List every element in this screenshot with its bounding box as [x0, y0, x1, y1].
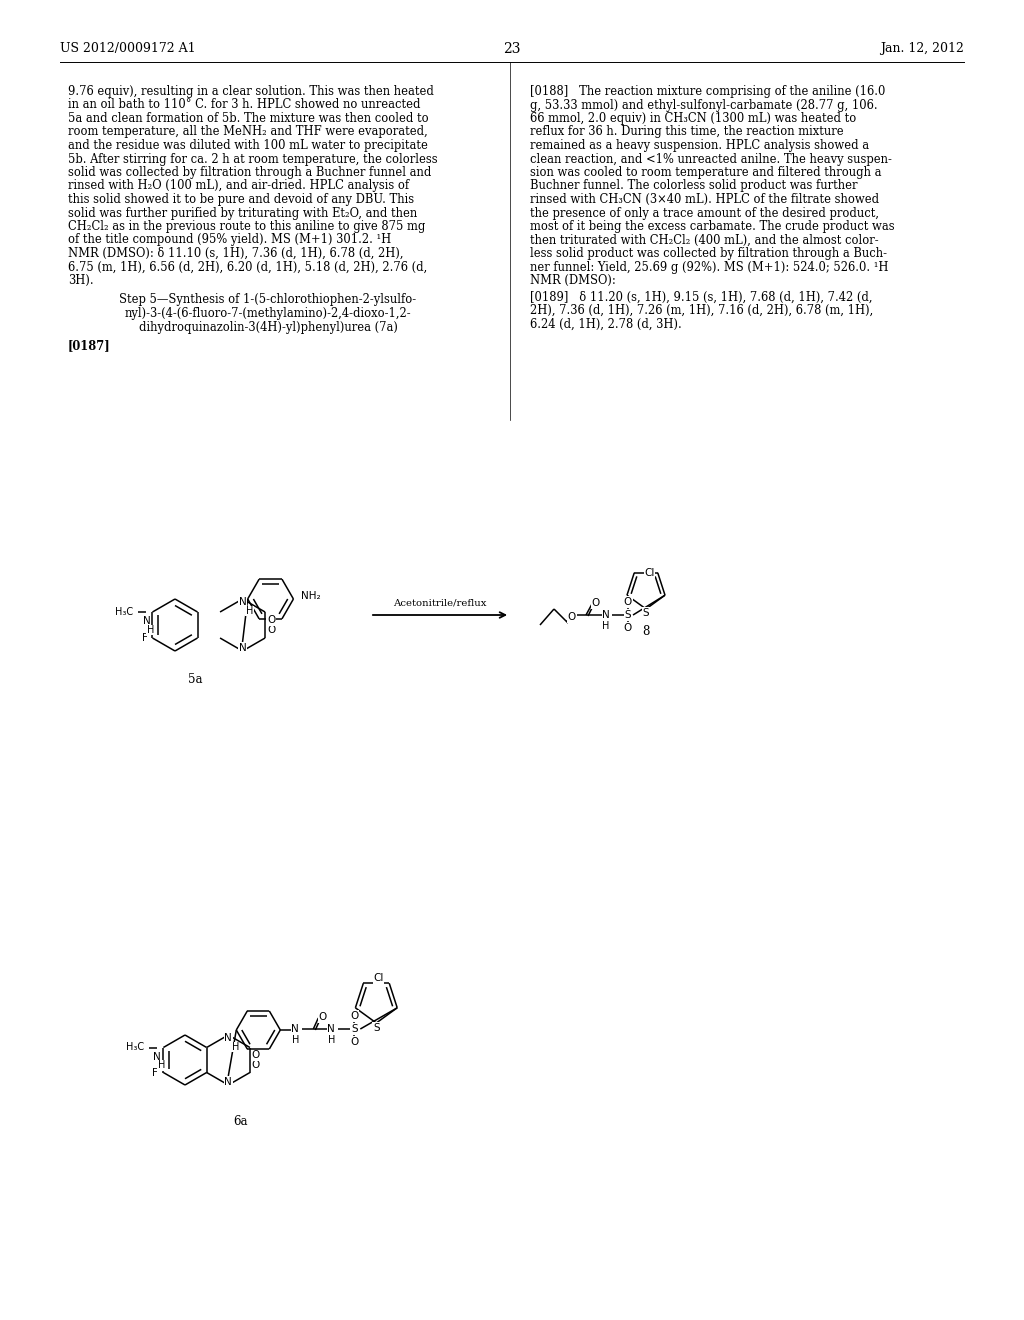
Text: O: O [267, 615, 275, 624]
Text: H₃C: H₃C [116, 607, 133, 616]
Text: S: S [625, 610, 632, 620]
Text: O: O [624, 597, 632, 607]
Text: [0187]: [0187] [68, 339, 111, 352]
Text: Buchner funnel. The colorless solid product was further: Buchner funnel. The colorless solid prod… [530, 180, 857, 193]
Text: and the residue was diluted with 100 mL water to precipitate: and the residue was diluted with 100 mL … [68, 139, 428, 152]
Text: Step 5—Synthesis of 1-(5-chlorothiophen-2-ylsulfo-: Step 5—Synthesis of 1-(5-chlorothiophen-… [120, 293, 417, 306]
Text: 9.76 equiv), resulting in a clear solution. This was then heated: 9.76 equiv), resulting in a clear soluti… [68, 84, 434, 98]
Text: O: O [624, 623, 632, 634]
Text: H: H [602, 620, 609, 631]
Text: 2H), 7.36 (d, 1H), 7.26 (m, 1H), 7.16 (d, 2H), 6.78 (m, 1H),: 2H), 7.36 (d, 1H), 7.26 (m, 1H), 7.16 (d… [530, 304, 873, 317]
Text: [0189]   δ 11.20 (s, 1H), 9.15 (s, 1H), 7.68 (d, 1H), 7.42 (d,: [0189] δ 11.20 (s, 1H), 9.15 (s, 1H), 7.… [530, 290, 872, 304]
Text: H: H [328, 1035, 335, 1045]
Text: this solid showed it to be pure and devoid of any DBU. This: this solid showed it to be pure and devo… [68, 193, 414, 206]
Text: N: N [224, 1034, 232, 1043]
Text: NMR (DMSO): δ 11.10 (s, 1H), 7.36 (d, 1H), 6.78 (d, 2H),: NMR (DMSO): δ 11.10 (s, 1H), 7.36 (d, 1H… [68, 247, 403, 260]
Text: solid was further purified by triturating with Et₂O, and then: solid was further purified by trituratin… [68, 206, 417, 219]
Text: rinsed with CH₃CN (3×40 mL). HPLC of the filtrate showed: rinsed with CH₃CN (3×40 mL). HPLC of the… [530, 193, 880, 206]
Text: dihydroquinazolin-3(4H)-yl)phenyl)urea (7a): dihydroquinazolin-3(4H)-yl)phenyl)urea (… [138, 321, 397, 334]
Text: S: S [373, 1023, 380, 1034]
Text: N: N [602, 610, 610, 620]
Text: NMR (DMSO):: NMR (DMSO): [530, 275, 615, 286]
Text: H: H [246, 606, 253, 616]
Text: 5a and clean formation of 5b. The mixture was then cooled to: 5a and clean formation of 5b. The mixtur… [68, 112, 429, 125]
Text: less solid product was collected by filtration through a Buch-: less solid product was collected by filt… [530, 247, 887, 260]
Text: H: H [292, 1035, 299, 1045]
Text: 6a: 6a [232, 1115, 247, 1129]
Text: nyl)-3-(4-(6-fluoro-7-(methylamino)-2,4-dioxo-1,2-: nyl)-3-(4-(6-fluoro-7-(methylamino)-2,4-… [125, 308, 412, 319]
Text: N: N [239, 597, 247, 607]
Text: O: O [350, 1038, 358, 1047]
Text: ner funnel: Yield, 25.69 g (92%). MS (M+1): 524.0; 526.0. ¹H: ner funnel: Yield, 25.69 g (92%). MS (M+… [530, 260, 889, 273]
Text: Cl: Cl [374, 973, 384, 983]
Text: S: S [643, 609, 649, 618]
Text: H: H [146, 624, 155, 635]
Text: Acetonitrile/reflux: Acetonitrile/reflux [393, 598, 486, 607]
Text: US 2012/0009172 A1: US 2012/0009172 A1 [60, 42, 196, 55]
Text: Jan. 12, 2012: Jan. 12, 2012 [880, 42, 964, 55]
Text: N: N [292, 1024, 299, 1034]
Text: NH₂: NH₂ [301, 591, 322, 601]
Text: S: S [351, 1024, 357, 1034]
Text: 6.24 (d, 1H), 2.78 (d, 3H).: 6.24 (d, 1H), 2.78 (d, 3H). [530, 318, 682, 330]
Text: O: O [267, 624, 275, 635]
Text: H: H [231, 1041, 239, 1052]
Text: g, 53.33 mmol) and ethyl-sulfonyl-carbamate (28.77 g, 106.: g, 53.33 mmol) and ethyl-sulfonyl-carbam… [530, 99, 878, 111]
Text: rinsed with H₂O (100 mL), and air-dried. HPLC analysis of: rinsed with H₂O (100 mL), and air-dried.… [68, 180, 410, 193]
Text: N: N [328, 1024, 335, 1034]
Text: H: H [158, 1060, 165, 1071]
Text: 5a: 5a [187, 673, 203, 686]
Text: N: N [239, 643, 247, 653]
Text: [0188]   The reaction mixture comprising of the aniline (16.0: [0188] The reaction mixture comprising o… [530, 84, 886, 98]
Text: O: O [350, 1011, 358, 1020]
Text: O: O [252, 1060, 260, 1069]
Text: 6.75 (m, 1H), 6.56 (d, 2H), 6.20 (d, 1H), 5.18 (d, 2H), 2.76 (d,: 6.75 (m, 1H), 6.56 (d, 2H), 6.20 (d, 1H)… [68, 260, 427, 273]
Text: N: N [142, 616, 151, 626]
Text: clean reaction, and <1% unreacted anilne. The heavy suspen-: clean reaction, and <1% unreacted anilne… [530, 153, 892, 165]
Text: 8: 8 [642, 624, 649, 638]
Text: H₃C: H₃C [126, 1043, 144, 1052]
Text: solid was collected by filtration through a Buchner funnel and: solid was collected by filtration throug… [68, 166, 431, 180]
Text: room temperature, all the MeNH₂ and THF were evaporated,: room temperature, all the MeNH₂ and THF … [68, 125, 428, 139]
Text: remained as a heavy suspension. HPLC analysis showed a: remained as a heavy suspension. HPLC ana… [530, 139, 869, 152]
Text: 3H).: 3H). [68, 275, 93, 286]
Text: 5b. After stirring for ca. 2 h at room temperature, the colorless: 5b. After stirring for ca. 2 h at room t… [68, 153, 437, 165]
Text: F: F [153, 1068, 159, 1077]
Text: of the title compound (95% yield). MS (M+1) 301.2. ¹H: of the title compound (95% yield). MS (M… [68, 234, 391, 247]
Text: O: O [252, 1051, 260, 1060]
Text: O: O [318, 1012, 327, 1022]
Text: O: O [568, 612, 577, 622]
Text: CH₂Cl₂ as in the previous route to this aniline to give 875 mg: CH₂Cl₂ as in the previous route to this … [68, 220, 425, 234]
Text: in an oil bath to 110° C. for 3 h. HPLC showed no unreacted: in an oil bath to 110° C. for 3 h. HPLC … [68, 99, 421, 111]
Text: N: N [224, 1077, 232, 1086]
Text: O: O [592, 598, 600, 609]
Text: then triturated with CH₂Cl₂ (400 mL), and the almost color-: then triturated with CH₂Cl₂ (400 mL), an… [530, 234, 879, 247]
Text: the presence of only a trace amount of the desired product,: the presence of only a trace amount of t… [530, 206, 879, 219]
Text: N: N [154, 1052, 161, 1061]
Text: most of it being the excess carbamate. The crude product was: most of it being the excess carbamate. T… [530, 220, 895, 234]
Text: F: F [141, 634, 147, 643]
Text: reflux for 36 h. During this time, the reaction mixture: reflux for 36 h. During this time, the r… [530, 125, 844, 139]
Text: 66 mmol, 2.0 equiv) in CH₃CN (1300 mL) was heated to: 66 mmol, 2.0 equiv) in CH₃CN (1300 mL) w… [530, 112, 856, 125]
Text: Cl: Cl [644, 568, 654, 578]
Text: 23: 23 [503, 42, 521, 55]
Text: sion was cooled to room temperature and filtered through a: sion was cooled to room temperature and … [530, 166, 882, 180]
